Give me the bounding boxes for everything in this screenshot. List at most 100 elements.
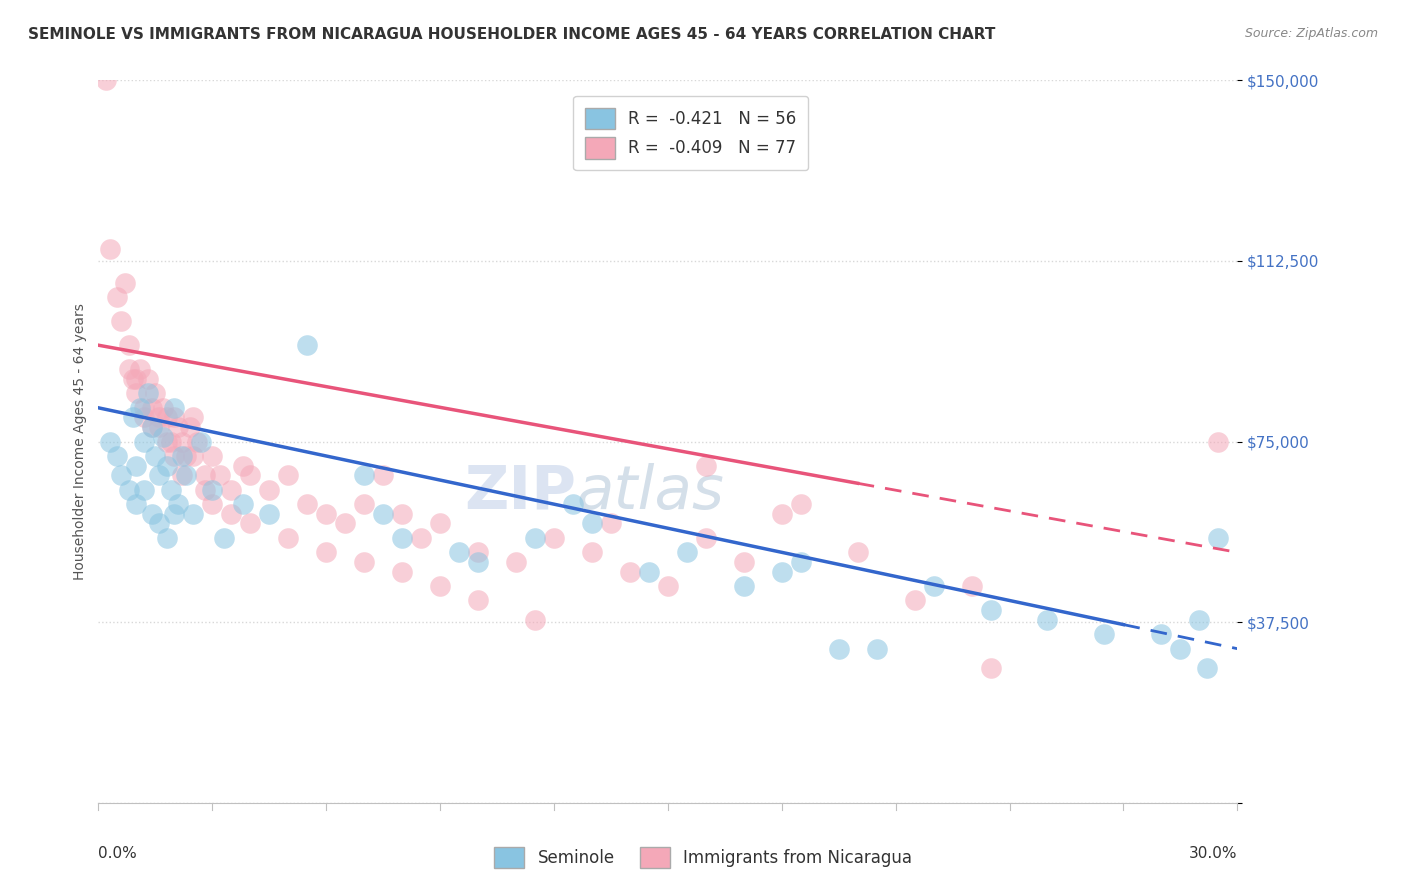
Point xyxy=(152,401,174,415)
Point xyxy=(107,290,129,304)
Point xyxy=(770,507,793,521)
Point xyxy=(232,497,254,511)
Point xyxy=(201,449,224,463)
Point xyxy=(524,613,547,627)
Point xyxy=(733,555,755,569)
Point xyxy=(259,507,281,521)
Point xyxy=(1150,627,1173,641)
Point xyxy=(353,468,375,483)
Point xyxy=(163,410,186,425)
Point xyxy=(695,458,717,473)
Point xyxy=(232,458,254,473)
Point xyxy=(562,497,585,511)
Point xyxy=(121,372,143,386)
Point xyxy=(156,531,179,545)
Point xyxy=(159,434,181,449)
Point xyxy=(391,531,413,545)
Point xyxy=(94,73,117,87)
Point xyxy=(960,579,983,593)
Point xyxy=(391,507,413,521)
Point xyxy=(167,420,190,434)
Point xyxy=(148,420,170,434)
Point xyxy=(221,507,243,521)
Point xyxy=(129,401,152,415)
Point xyxy=(190,434,212,449)
Point xyxy=(141,420,163,434)
Point xyxy=(132,483,155,497)
Point xyxy=(221,483,243,497)
Point xyxy=(186,434,208,449)
Point xyxy=(979,661,1001,675)
Point xyxy=(1170,641,1192,656)
Point xyxy=(1188,613,1211,627)
Point xyxy=(790,497,813,511)
Point xyxy=(353,497,375,511)
Point xyxy=(581,545,603,559)
Point xyxy=(371,507,394,521)
Y-axis label: Householder Income Ages 45 - 64 years: Householder Income Ages 45 - 64 years xyxy=(73,303,87,580)
Point xyxy=(467,555,489,569)
Point xyxy=(152,430,174,444)
Point xyxy=(371,468,394,483)
Point xyxy=(1208,434,1230,449)
Point xyxy=(277,531,299,545)
Point xyxy=(429,516,451,531)
Point xyxy=(239,468,262,483)
Point xyxy=(159,483,181,497)
Point xyxy=(170,434,193,449)
Point xyxy=(353,555,375,569)
Point xyxy=(156,458,179,473)
Point xyxy=(183,449,205,463)
Point xyxy=(391,565,413,579)
Point xyxy=(212,531,235,545)
Point xyxy=(114,276,136,290)
Point xyxy=(866,641,889,656)
Text: Source: ZipAtlas.com: Source: ZipAtlas.com xyxy=(1244,27,1378,40)
Point xyxy=(136,386,159,401)
Point xyxy=(1094,627,1116,641)
Point xyxy=(156,434,179,449)
Point xyxy=(467,593,489,607)
Point xyxy=(194,468,217,483)
Point xyxy=(315,507,337,521)
Point xyxy=(297,338,319,352)
Point xyxy=(125,458,148,473)
Point xyxy=(600,516,623,531)
Point xyxy=(733,579,755,593)
Point xyxy=(141,401,163,415)
Point xyxy=(208,468,231,483)
Point xyxy=(156,410,179,425)
Point xyxy=(657,579,679,593)
Point xyxy=(201,497,224,511)
Point xyxy=(543,531,565,545)
Point xyxy=(110,468,132,483)
Point xyxy=(770,565,793,579)
Point xyxy=(118,483,141,497)
Point xyxy=(163,449,186,463)
Point xyxy=(183,507,205,521)
Point xyxy=(904,593,927,607)
Point xyxy=(98,242,121,256)
Point xyxy=(118,362,141,376)
Point xyxy=(1195,661,1218,675)
Point xyxy=(467,545,489,559)
Point xyxy=(1208,531,1230,545)
Point xyxy=(132,434,155,449)
Point xyxy=(259,483,281,497)
Point xyxy=(98,434,121,449)
Point xyxy=(239,516,262,531)
Point xyxy=(148,468,170,483)
Point xyxy=(619,565,641,579)
Point xyxy=(1036,613,1059,627)
Point xyxy=(145,449,167,463)
Point xyxy=(505,555,527,569)
Point xyxy=(828,641,851,656)
Point xyxy=(183,410,205,425)
Point xyxy=(335,516,357,531)
Point xyxy=(129,362,152,376)
Point xyxy=(145,386,167,401)
Point xyxy=(846,545,869,559)
Point xyxy=(118,338,141,352)
Point xyxy=(125,372,148,386)
Point xyxy=(167,497,190,511)
